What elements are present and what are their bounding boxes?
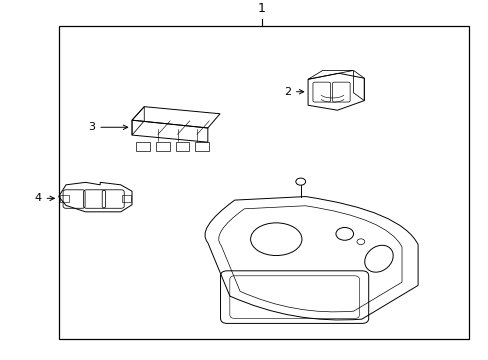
Text: 1: 1 xyxy=(257,3,265,15)
Text: 3: 3 xyxy=(88,122,127,132)
Text: 4: 4 xyxy=(34,193,54,203)
Bar xyxy=(59,26,468,339)
Text: 2: 2 xyxy=(283,87,303,97)
